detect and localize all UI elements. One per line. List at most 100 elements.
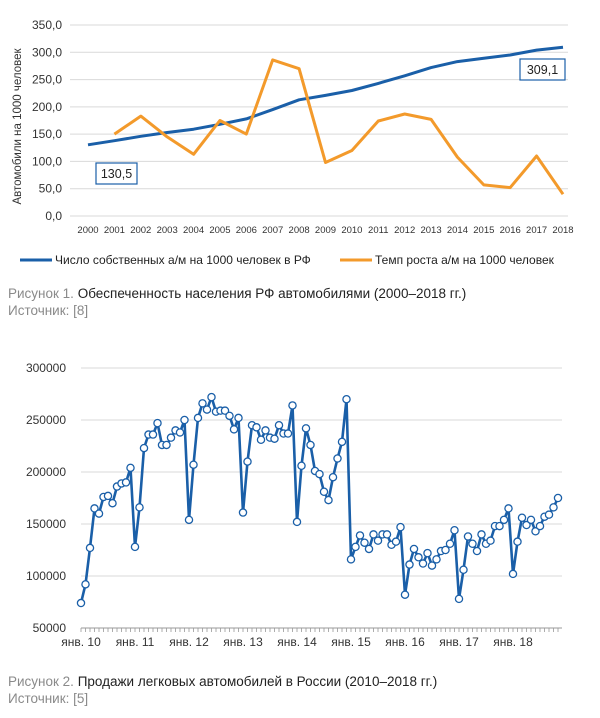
data-point <box>252 423 261 432</box>
x-tick-label: 2016 <box>500 225 521 236</box>
x-tick-label: 2007 <box>262 225 283 236</box>
y-tick-label: 200,0 <box>32 100 62 114</box>
sales-line <box>79 395 560 604</box>
data-point <box>207 392 216 402</box>
data-point <box>531 527 540 536</box>
data-point <box>130 542 140 552</box>
data-point <box>283 429 293 438</box>
y-axis-label: Автомобили на 1000 человек <box>12 48 24 205</box>
y-tick-label: 150000 <box>26 517 66 531</box>
figure-2-source-ref[interactable]: [5] <box>73 691 89 706</box>
x-tick-label: 2006 <box>236 225 257 236</box>
data-point <box>315 469 324 479</box>
data-point <box>328 472 338 482</box>
y-tick-label: 100000 <box>26 569 66 583</box>
x-tick-label: 2008 <box>289 225 310 236</box>
data-point <box>292 517 302 527</box>
figure-2-source-label: Источник: <box>8 691 70 706</box>
data-point <box>319 487 329 497</box>
y-tick-label: 0,0 <box>45 209 62 223</box>
figure-2-title: Продажи легковых автомобилей в России (2… <box>77 674 438 689</box>
data-point <box>225 411 234 421</box>
data-point <box>342 394 351 404</box>
figure-1-caption: Рисунок 1. Обеспеченность населения РФ а… <box>8 285 466 319</box>
data-point <box>463 532 473 541</box>
chart-car-ownership: 0,0 50,0 100,0 150,0 200,0 250,0 300,0 350,0 200… <box>12 18 574 267</box>
data-point <box>148 430 158 439</box>
data-point <box>162 440 171 450</box>
data-point <box>445 539 455 549</box>
data-point <box>427 561 437 570</box>
data-point <box>193 413 203 423</box>
figure-2-label: Рисунок 2. <box>8 674 74 689</box>
figure-2-caption: Рисунок 2. Продажи легковых автомобилей … <box>8 673 437 707</box>
x-tick-label: 2013 <box>420 225 441 236</box>
data-point <box>297 461 306 471</box>
data-point <box>450 525 459 535</box>
data-point <box>166 433 176 442</box>
data-point <box>472 546 482 556</box>
data-point <box>355 531 365 540</box>
data-point <box>508 569 518 579</box>
data-point <box>549 503 558 512</box>
data-point <box>468 539 477 549</box>
x-tick-label: 2018 <box>552 225 573 236</box>
data-point <box>90 504 99 513</box>
data-point <box>535 521 545 531</box>
data-point <box>477 530 486 539</box>
data-point <box>103 491 113 501</box>
x-tick-label: 2011 <box>368 225 388 236</box>
data-point <box>360 538 369 547</box>
y-tick-label: 100,0 <box>32 154 62 168</box>
data-point <box>346 555 356 564</box>
data-point <box>414 553 423 562</box>
data-point <box>454 594 464 604</box>
y-tick-label: 50000 <box>33 621 67 635</box>
data-point <box>261 426 270 435</box>
y-tick-label: 250,0 <box>32 73 62 87</box>
x-tick-label: 2010 <box>341 225 362 236</box>
data-point <box>234 413 243 423</box>
figure-1-label: Рисунок 1. <box>8 286 74 301</box>
x-tick-label: 2000 <box>77 225 98 236</box>
y-tick-label: 350,0 <box>32 18 62 32</box>
x-tick-label: 2001 <box>104 225 125 236</box>
data-point <box>270 434 279 443</box>
data-point <box>351 542 360 552</box>
data-point <box>108 498 117 508</box>
y-tick-label: 150,0 <box>32 127 62 141</box>
x-tick-label: 2005 <box>209 225 230 236</box>
data-point <box>324 495 333 505</box>
data-point <box>513 537 522 546</box>
y-tick-label: 50,0 <box>39 182 63 196</box>
data-point <box>180 415 189 425</box>
x-tick-label: янв. 11 <box>116 635 155 649</box>
x-tick-label: янв. 17 <box>439 635 479 649</box>
data-point <box>198 399 207 408</box>
data-point <box>423 548 432 558</box>
data-point <box>85 543 95 553</box>
x-tick-label: 2017 <box>526 225 547 236</box>
data-point <box>333 454 342 463</box>
data-point <box>238 508 248 517</box>
x-tick-label: 2004 <box>183 225 204 236</box>
data-point <box>364 544 374 554</box>
figure-1-source-ref[interactable]: [8] <box>73 303 89 318</box>
data-point <box>256 435 266 445</box>
x-tick-label: 2003 <box>157 225 178 236</box>
y-tick-label: 250000 <box>26 413 66 427</box>
x-tick-label: 2009 <box>315 225 336 236</box>
data-point <box>94 509 104 518</box>
data-point <box>288 401 297 410</box>
data-point <box>184 515 194 525</box>
y-tick-label: 200000 <box>26 465 66 479</box>
x-tick-label: янв. 13 <box>223 635 263 649</box>
legend-label: Число собственных а/м на 1000 человек в … <box>55 253 311 267</box>
data-point <box>81 580 90 589</box>
data-point <box>499 515 509 525</box>
x-tick-label: янв. 10 <box>61 635 101 649</box>
data-point <box>301 424 311 433</box>
data-point <box>126 463 135 473</box>
x-tick-label: янв. 18 <box>493 635 533 649</box>
data-point <box>175 428 185 437</box>
